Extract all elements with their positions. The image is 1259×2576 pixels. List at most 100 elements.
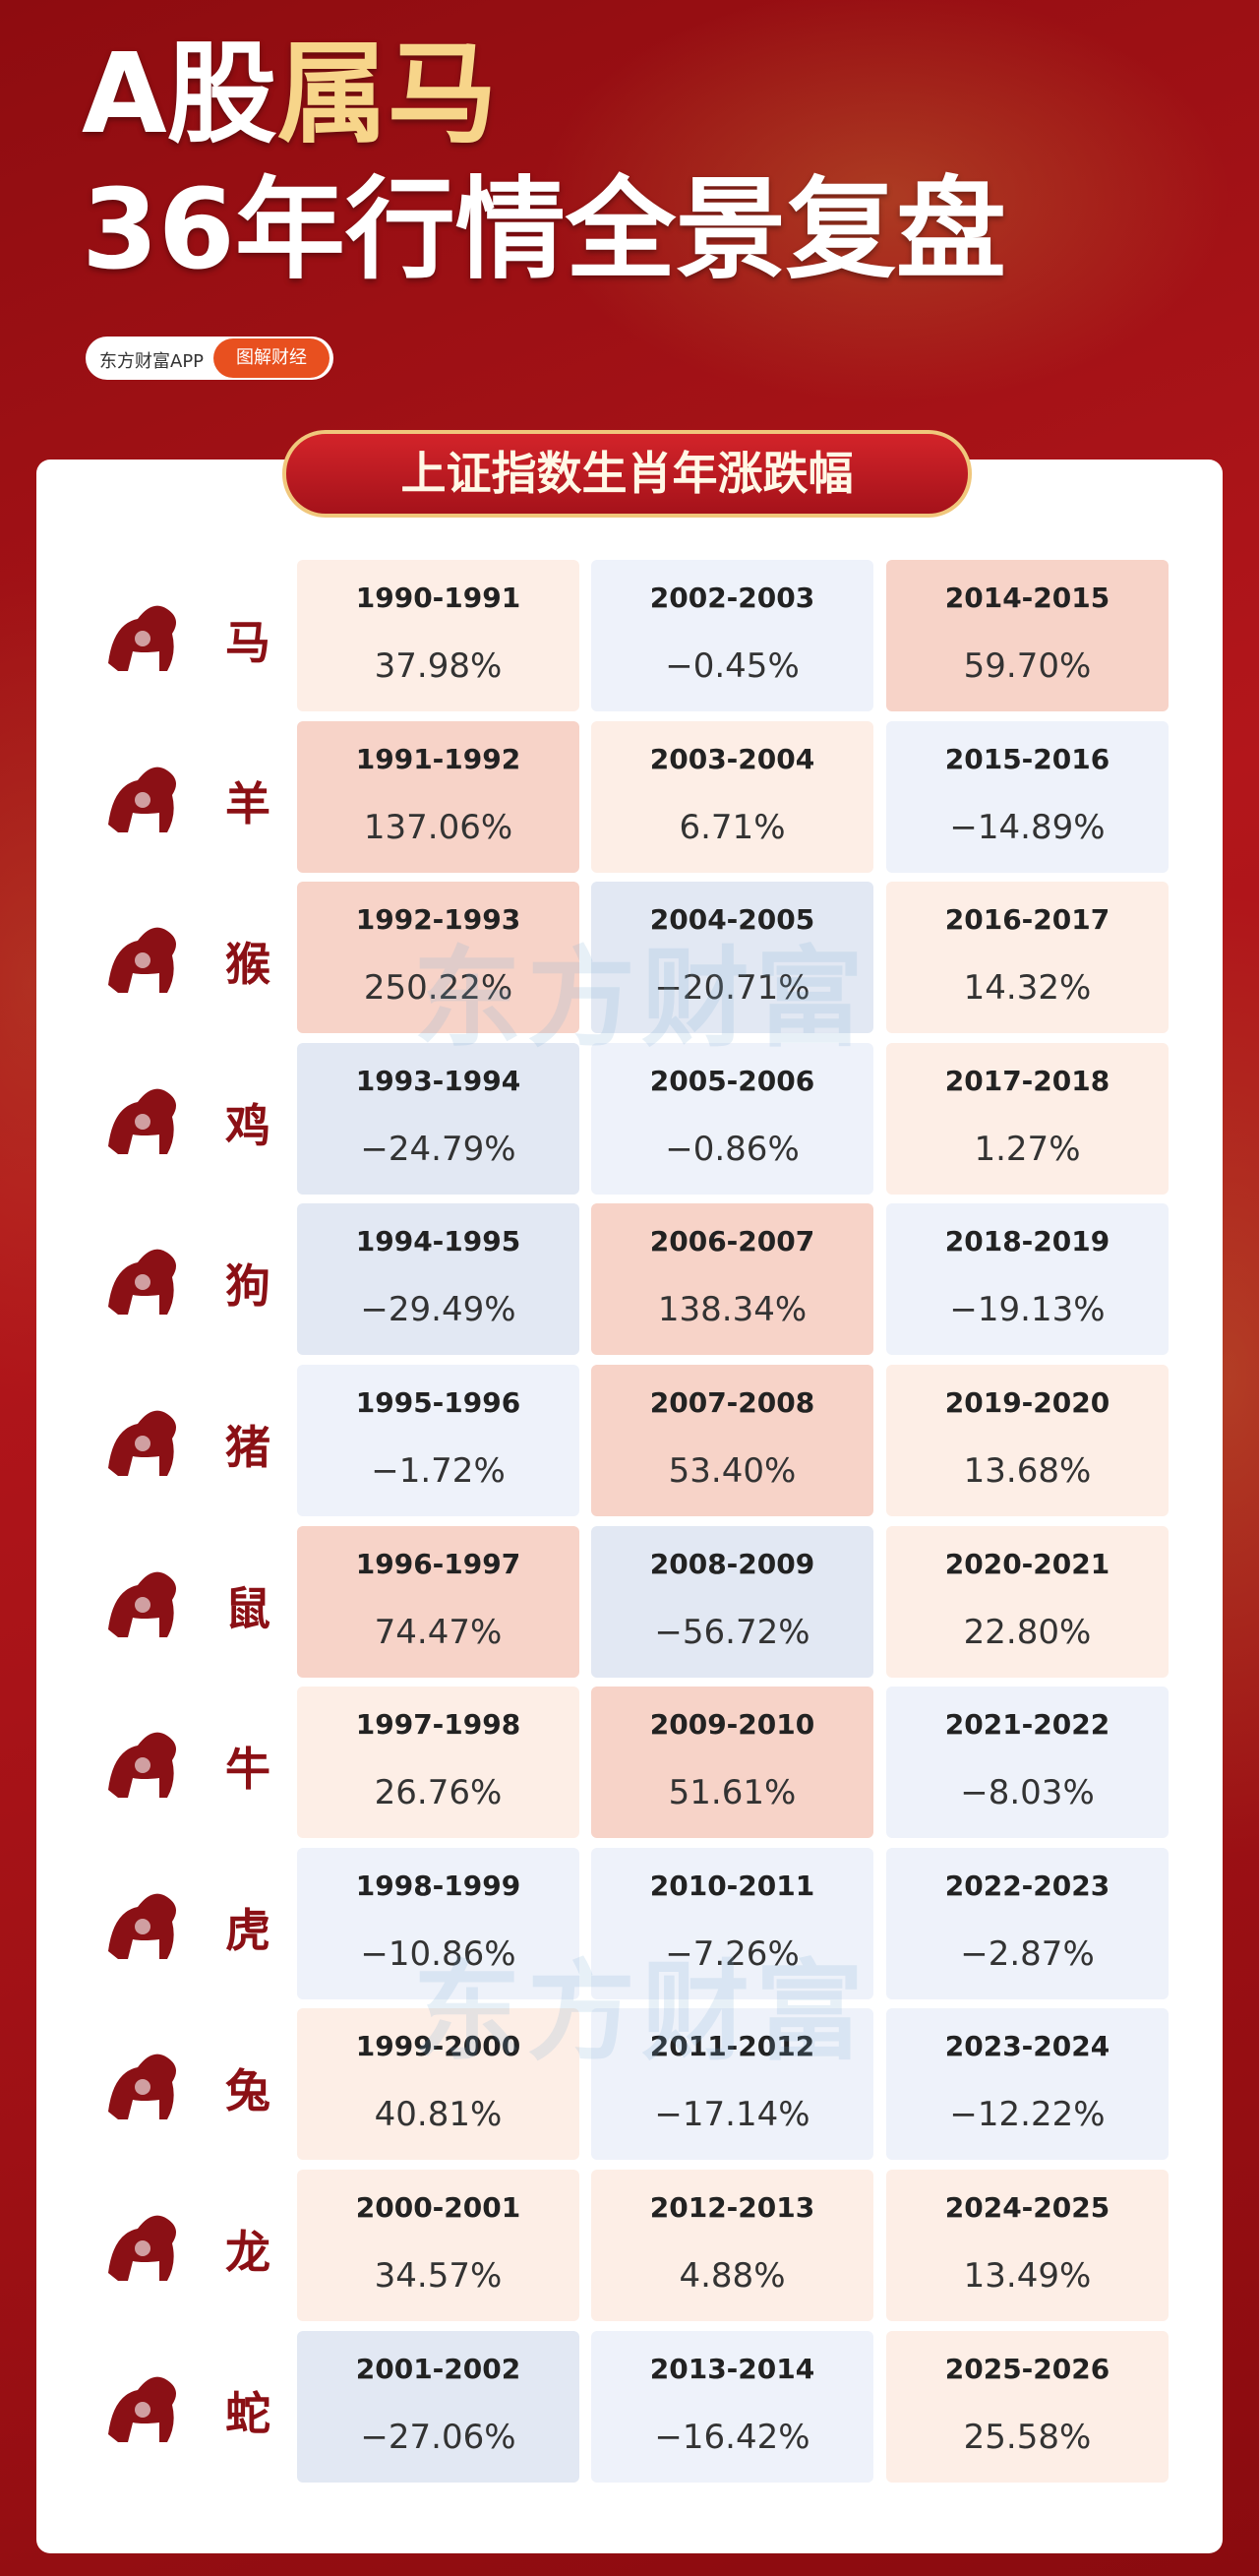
zodiac-icon: [98, 1077, 187, 1160]
change: 13.49%: [963, 2256, 1092, 2296]
zodiac-icon: [98, 2204, 187, 2287]
period: 1995-1996: [355, 1386, 521, 1419]
period: 2020-2021: [944, 1547, 1110, 1580]
change: 250.22%: [363, 968, 513, 1009]
period: 2018-2019: [944, 1225, 1110, 1258]
zodiac-icon: [98, 2365, 187, 2448]
period: 1993-1994: [355, 1064, 521, 1097]
icon-svg: [108, 1088, 176, 1154]
zodiac-icon: [98, 1238, 187, 1320]
icon-svg: [108, 927, 176, 994]
change: 14.32%: [963, 968, 1092, 1009]
cell: 1990-1991 37.98%: [297, 560, 579, 711]
period: 2021-2022: [944, 1708, 1110, 1742]
cell: 2011-2012 −17.14%: [591, 2008, 873, 2161]
cell: 2010-2011 −7.26%: [591, 1847, 873, 1999]
period: 2003-2004: [649, 742, 815, 775]
cell: 2009-2010 51.61%: [591, 1687, 873, 1839]
period: 2015-2016: [944, 742, 1110, 775]
cell: 2005-2006 −0.86%: [591, 1042, 873, 1195]
cell: 2000-2001 34.57%: [297, 2170, 579, 2321]
badge-right: 图解财经: [236, 347, 307, 368]
period: 1996-1997: [355, 1547, 521, 1580]
cell: 1997-1998 26.76%: [297, 1687, 579, 1839]
period: 2001-2002: [355, 2352, 521, 2385]
cell: 2019-2020 13.68%: [886, 1365, 1169, 1516]
cell: 2016-2017 14.32%: [886, 882, 1169, 1034]
change: 137.06%: [363, 807, 513, 847]
zodiac-icon: [98, 1882, 187, 1965]
change: −24.79%: [360, 1129, 516, 1169]
period: 2002-2003: [649, 582, 815, 614]
change: −29.49%: [360, 1290, 516, 1330]
change: 34.57%: [374, 2256, 503, 2296]
zodiac: 马: [225, 616, 270, 669]
zodiac: 龙: [225, 2226, 270, 2279]
change: 40.81%: [374, 2095, 503, 2135]
icon-svg: [108, 2215, 176, 2281]
cell: 2021-2022 −8.03%: [886, 1687, 1169, 1839]
change: 59.70%: [963, 646, 1092, 686]
period: 2023-2024: [944, 2030, 1110, 2063]
cell: 1992-1993 250.22%: [297, 882, 579, 1034]
banner: 上证指数生肖年涨跌幅: [282, 430, 972, 518]
cell: 1998-1999 −10.86%: [297, 1847, 579, 1999]
change: −1.72%: [371, 1451, 506, 1491]
period: 1999-2000: [355, 2030, 521, 2063]
icon-svg: [108, 767, 176, 832]
title-line2: 36年行情全景复盘: [82, 166, 1006, 294]
icon-svg: [108, 1410, 176, 1476]
period: 2024-2025: [944, 2191, 1110, 2224]
period: 2012-2013: [649, 2191, 815, 2224]
icon-svg: [108, 1893, 176, 1959]
title-a: A股: [82, 31, 277, 158]
change: 26.76%: [374, 1773, 503, 1813]
period: 2000-2001: [355, 2191, 521, 2224]
cell: 1991-1992 137.06%: [297, 720, 579, 873]
icon-svg: [108, 1732, 176, 1799]
period: 2009-2010: [649, 1708, 815, 1742]
change: −7.26%: [665, 1933, 800, 1974]
period: 1991-1992: [355, 742, 521, 775]
cell: 1996-1997 74.47%: [297, 1525, 579, 1678]
cell: 2001-2002 −27.06%: [297, 2330, 579, 2483]
cell: 2022-2023 −2.87%: [886, 1847, 1169, 1999]
change: 6.71%: [679, 807, 786, 847]
change: −19.13%: [949, 1290, 1106, 1330]
cell: 2006-2007 138.34%: [591, 1203, 873, 1356]
cell: 2012-2013 4.88%: [591, 2170, 873, 2321]
period: 2005-2006: [649, 1064, 815, 1097]
cell: 2015-2016 −14.89%: [886, 720, 1169, 873]
change: −16.42%: [654, 2417, 810, 2457]
badge: 东方财富APP 图解财经: [86, 337, 333, 380]
icon-svg: [108, 1250, 176, 1316]
zodiac-icon: [98, 594, 187, 677]
zodiac: 猴: [225, 938, 270, 992]
title-b: 属马: [276, 31, 498, 158]
change: 13.68%: [963, 1451, 1092, 1491]
icon-svg: [108, 605, 176, 671]
change: −0.45%: [665, 646, 800, 686]
period: 1992-1993: [355, 903, 521, 937]
change: 51.61%: [668, 1773, 797, 1813]
change: −17.14%: [654, 2095, 810, 2135]
change: 74.47%: [374, 1612, 503, 1652]
change: 25.58%: [963, 2417, 1092, 2457]
cell: 2024-2025 13.49%: [886, 2170, 1169, 2321]
watermark: 东方财富: [413, 1949, 869, 2075]
zodiac-icon: [98, 2043, 187, 2125]
period: 1998-1999: [355, 1869, 521, 1902]
period: 1994-1995: [355, 1225, 521, 1258]
icon-svg: [108, 1571, 176, 1637]
period: 1997-1998: [355, 1708, 521, 1742]
title-line1: A股属马: [82, 39, 498, 150]
cell: 2007-2008 53.40%: [591, 1365, 873, 1516]
period: 2008-2009: [649, 1547, 815, 1580]
period: 2013-2014: [649, 2352, 815, 2385]
zodiac: 鼠: [225, 1581, 270, 1635]
cell: 2013-2014 −16.42%: [591, 2330, 873, 2483]
zodiac: 虎: [225, 1903, 270, 1957]
change: −27.06%: [360, 2417, 516, 2457]
